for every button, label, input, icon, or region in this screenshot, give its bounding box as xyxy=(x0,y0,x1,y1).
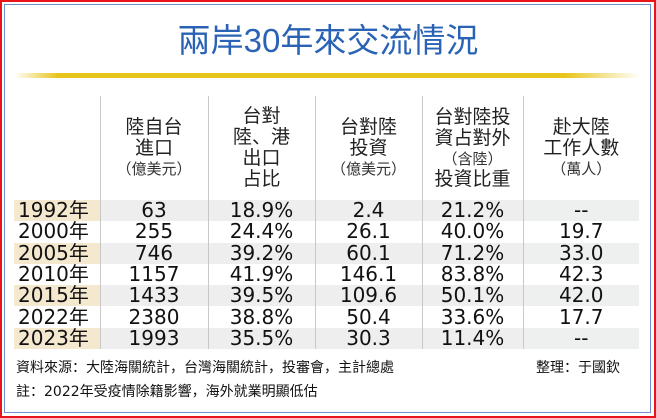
table-row: 2010年 1157 41.9% 146.1 83.8% 42.3 xyxy=(14,262,639,287)
cell-investment: 30.3 xyxy=(314,327,422,350)
header-line: 占比 xyxy=(242,168,281,190)
cell-export-share: 35.5% xyxy=(207,327,315,350)
cell-investment-share: 50.1% xyxy=(421,285,523,307)
header-line: 投資比重 xyxy=(434,167,511,190)
header-line: 投資 xyxy=(349,137,388,159)
cell-import: 746 xyxy=(99,242,208,264)
header-line: 台對 xyxy=(242,105,281,127)
cell-investment-share: 83.8% xyxy=(421,263,523,286)
cell-workers: 42.3 xyxy=(522,263,639,286)
title-underline-bar xyxy=(14,73,640,78)
header-import-from-taiwan: 陸自台 進口 （億美元） xyxy=(99,96,208,200)
cell-export-share: 41.9% xyxy=(207,263,315,286)
cell-export-share: 39.2% xyxy=(207,242,315,264)
header-unit: （萬人） xyxy=(551,160,612,178)
source-note: 資料來源：大陸海關統計，台灣海關統計，投審會，主計總處 xyxy=(16,360,394,376)
cell-investment-share: 11.4% xyxy=(421,327,523,350)
cell-export-share: 18.9% xyxy=(207,199,315,222)
cell-import: 63 xyxy=(99,199,208,222)
cell-year: 1992年 xyxy=(14,199,100,222)
header-unit: （億美元） xyxy=(116,160,192,178)
cell-import: 255 xyxy=(99,221,208,243)
cell-year: 2000年 xyxy=(18,219,89,244)
cell-year: 2023年 xyxy=(14,327,100,350)
cell-investment: 2.4 xyxy=(314,199,422,222)
cell-investment: 26.1 xyxy=(314,221,422,243)
cell-investment-share: 40.0% xyxy=(421,221,523,243)
cell-year: 2015年 xyxy=(14,285,100,307)
table-row: 2022年 2380 38.8% 50.4 33.6% 17.7 xyxy=(14,304,639,329)
cell-investment: 109.6 xyxy=(314,285,422,307)
inner-frame xyxy=(4,4,651,413)
header-line: 資占對外 xyxy=(434,126,511,149)
cell-investment-share: 21.2% xyxy=(421,199,523,222)
header-line: 出口 xyxy=(242,147,281,169)
cell-export-share: 39.5% xyxy=(207,285,315,307)
cell-import: 2380 xyxy=(99,306,208,328)
cell-import: 1433 xyxy=(99,285,208,307)
cell-workers: 42.0 xyxy=(522,285,639,307)
table-row: 2005年 746 39.2% 60.1 71.2% 33.0 xyxy=(14,242,639,264)
table-row: 2000年 255 24.4% 26.1 40.0% 19.7 xyxy=(14,219,639,244)
header-workers: 赴大陸 工作人數 （萬人） xyxy=(522,96,639,200)
cell-year: 2005年 xyxy=(14,242,100,264)
cell-export-share: 24.4% xyxy=(207,221,315,243)
cell-workers: 33.0 xyxy=(522,242,639,264)
data-table: 陸自台 進口 （億美元） 台對 陸、港 出口 占比 台對陸 投資 （億美元） 台… xyxy=(14,96,639,350)
cell-workers: -- xyxy=(522,327,639,350)
cell-import: 1157 xyxy=(99,263,208,286)
table-row: 2015年 1433 39.5% 109.6 50.1% 42.0 xyxy=(14,285,639,307)
header-unit: （含陸） xyxy=(442,149,503,168)
cell-export-share: 38.8% xyxy=(207,306,315,328)
table-row: 1992年 63 18.9% 2.4 21.2% -- xyxy=(14,199,639,222)
header-line: 工作人數 xyxy=(543,137,620,159)
header-investment-share: 台對陸投 資占對外 （含陸） 投資比重 xyxy=(421,96,523,200)
cell-investment: 146.1 xyxy=(314,263,422,286)
cell-workers: 19.7 xyxy=(522,221,639,243)
cell-year: 2010年 xyxy=(18,262,89,287)
header-unit: （億美元） xyxy=(330,160,406,178)
header-year xyxy=(14,96,100,200)
cell-investment-share: 71.2% xyxy=(421,242,523,264)
header-line: 台對陸 xyxy=(339,116,397,138)
header-line: 台對陸投 xyxy=(434,105,511,128)
credit-note: 整理：于國欽 xyxy=(536,360,620,376)
chart-title: 兩岸30年來交流情況 xyxy=(177,22,479,59)
header-export-share: 台對 陸、港 出口 占比 xyxy=(207,96,315,200)
cell-workers: 17.7 xyxy=(522,306,639,328)
cell-import: 1993 xyxy=(99,327,208,350)
header-line: 進口 xyxy=(134,137,173,159)
header-line: 赴大陸 xyxy=(552,116,610,138)
cell-investment: 50.4 xyxy=(314,306,422,328)
table-row: 2023年 1993 35.5% 30.3 11.4% -- xyxy=(14,327,639,350)
footnote: 註：2022年受疫情除籍影響，海外就業明顯低估 xyxy=(16,384,318,400)
cell-investment-share: 33.6% xyxy=(421,306,523,328)
cell-investment: 60.1 xyxy=(314,242,422,264)
cell-year: 2022年 xyxy=(18,304,89,329)
cell-workers: -- xyxy=(522,199,639,222)
header-line: 陸自台 xyxy=(125,116,183,138)
header-investment: 台對陸 投資 （億美元） xyxy=(314,96,422,200)
header-line: 陸、港 xyxy=(232,126,290,148)
